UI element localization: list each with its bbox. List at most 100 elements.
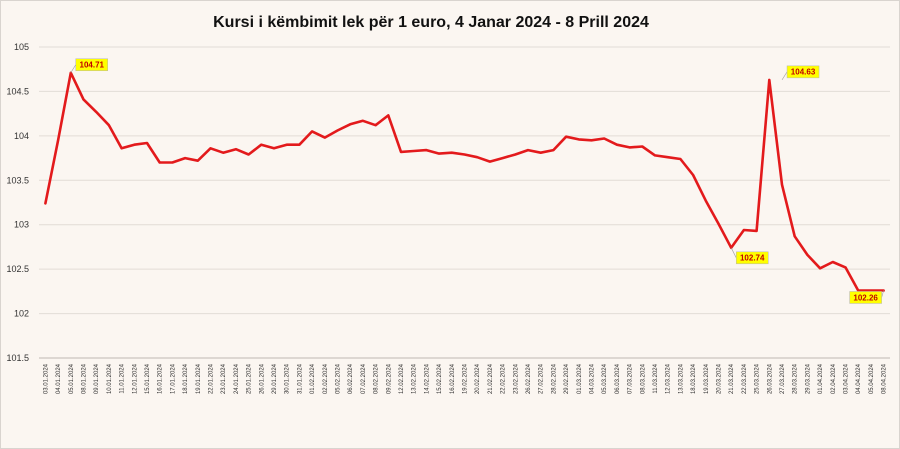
data-point (260, 143, 263, 146)
data-point (781, 183, 783, 186)
data-point (209, 147, 212, 150)
data-label: 104.71 (80, 61, 105, 70)
data-point (628, 146, 631, 149)
x-tick-label: 22.02.2024 (501, 363, 507, 394)
x-tick-label: 02.04.2024 (831, 363, 837, 394)
y-tick-label: 101.5 (6, 353, 29, 363)
data-point (57, 139, 59, 142)
data-point (146, 142, 148, 144)
x-tick-label: 26.02.2024 (526, 363, 532, 394)
x-tick-label: 05.03.2024 (602, 363, 608, 394)
callout-box (75, 58, 109, 72)
x-tick-label: 21.03.2024 (729, 363, 735, 394)
data-point (768, 79, 771, 81)
series-exchange-rate (44, 71, 885, 292)
y-tick-label: 104.5 (6, 86, 29, 96)
data-point (336, 129, 339, 132)
x-tick-label: 03.01.2024 (43, 363, 49, 394)
x-tick-label: 23.02.2024 (513, 363, 519, 394)
x-tick-label: 09.01.2024 (94, 363, 100, 394)
x-tick-label: 13.03.2024 (678, 363, 684, 394)
data-point (82, 98, 85, 101)
x-tick-label: 08.03.2024 (640, 363, 646, 394)
data-point (590, 139, 593, 142)
data-point (501, 157, 504, 159)
callout-leader (881, 290, 884, 298)
callout-leader (70, 64, 77, 73)
data-point (323, 136, 326, 139)
y-tick-label: 103.5 (6, 175, 29, 185)
x-tick-label: 10.01.2024 (107, 363, 113, 394)
data-point (133, 143, 136, 146)
data-point (527, 149, 529, 151)
data-point (679, 158, 682, 160)
x-tick-label: 06.03.2024 (615, 363, 621, 394)
x-tick-label: 20.03.2024 (717, 363, 723, 394)
x-tick-label: 19.03.2024 (704, 363, 710, 394)
data-point (705, 199, 707, 202)
data-point (400, 151, 402, 153)
x-tick-label: 26.03.2024 (767, 363, 773, 394)
x-tick-label: 20.02.2024 (475, 363, 481, 394)
data-point (603, 137, 606, 140)
data-point (654, 154, 656, 157)
data-point (108, 124, 110, 126)
x-tick-label: 03.04.2024 (844, 363, 850, 394)
x-tick-label: 04.03.2024 (590, 363, 596, 394)
x-tick-label: 14.02.2024 (424, 363, 430, 394)
x-tick-label: 11.03.2024 (653, 363, 659, 393)
chart-title: Kursi i këmbimit lek për 1 euro, 4 Janar… (213, 14, 649, 31)
x-tick-label: 24.01.2024 (234, 363, 240, 394)
x-tick-label: 13.02.2024 (412, 363, 418, 394)
x-tick-label: 08.02.2024 (374, 363, 380, 394)
x-tick-label: 15.02.2024 (437, 363, 443, 394)
x-tick-label: 07.03.2024 (628, 363, 634, 394)
data-label: 102.74 (740, 254, 765, 263)
data-point (196, 159, 199, 162)
data-point (489, 160, 491, 163)
data-point (171, 161, 174, 164)
x-tick-label: 21.02.2024 (488, 363, 494, 394)
x-tick-label: 01.04.2024 (818, 363, 824, 394)
data-point (539, 151, 542, 154)
data-point (247, 153, 250, 156)
x-tick-label: 07.02.2024 (361, 363, 367, 394)
data-point (158, 161, 161, 164)
callout-leader (730, 247, 737, 258)
data-point (641, 145, 644, 148)
x-tick-label: 19.01.2024 (196, 363, 202, 394)
x-tick-label: 23.01.2024 (221, 363, 227, 394)
data-point (793, 235, 796, 238)
data-point (120, 147, 123, 150)
data-point (438, 152, 440, 155)
x-tick-label: 15.01.2024 (145, 363, 151, 394)
data-callouts: 104.71 102.74 104.63 102.26 (70, 58, 884, 304)
data-point (717, 223, 720, 225)
data-label: 102.26 (853, 293, 878, 302)
data-point (285, 143, 288, 146)
x-tick-label: 05.02.2024 (335, 363, 341, 394)
data-point (476, 156, 479, 158)
data-point (616, 143, 618, 146)
x-tick-label: 08.04.2024 (882, 363, 888, 394)
gridlines (39, 46, 890, 359)
x-tick-label: 06.02.2024 (348, 363, 354, 394)
data-point (832, 261, 834, 263)
y-axis: 101.5 102 102.5 103 103.5 104 104.5 105 (6, 42, 29, 363)
callout-box (786, 65, 820, 79)
x-tick-label: 04.04.2024 (856, 363, 862, 394)
data-point (514, 153, 517, 156)
x-tick-label: 16.02.2024 (450, 363, 456, 394)
data-point (450, 151, 453, 154)
data-point (692, 174, 694, 176)
callout-box (735, 251, 769, 265)
x-tick-label: 09.02.2024 (386, 363, 392, 394)
data-point (95, 111, 97, 113)
x-tick-label: 05.01.2024 (69, 363, 75, 394)
y-tick-label: 104 (14, 131, 29, 141)
data-point (844, 266, 847, 269)
data-point (565, 135, 567, 138)
x-tick-label: 25.01.2024 (247, 363, 253, 394)
x-tick-label: 22.01.2024 (208, 363, 214, 394)
